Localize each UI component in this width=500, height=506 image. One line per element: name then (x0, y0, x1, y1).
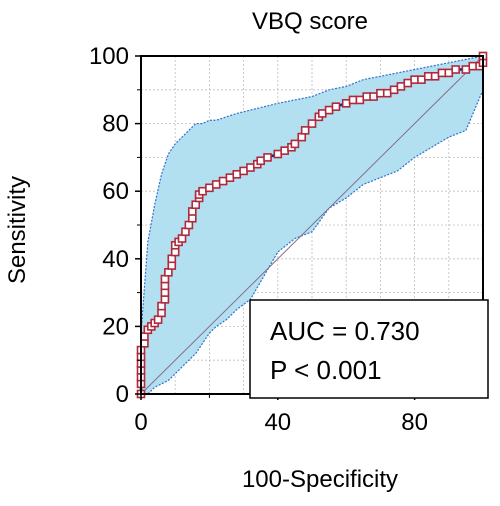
roc-point (164, 268, 173, 277)
roc-point (307, 119, 317, 128)
roc-point (191, 200, 201, 210)
roc-point (246, 163, 255, 172)
roc-markers (136, 51, 488, 399)
roc-point (167, 261, 177, 270)
roc-point (417, 75, 426, 84)
roc-point (369, 92, 378, 101)
roc-point (263, 153, 272, 162)
roc-point (181, 227, 190, 237)
roc-point (376, 88, 385, 98)
roc-point (273, 149, 283, 159)
p-value-text: P < 0.001 (270, 355, 382, 385)
roc-point (389, 85, 399, 95)
roc-point (160, 274, 170, 284)
x-tick-label: 0 (134, 409, 147, 436)
roc-point (188, 213, 197, 223)
roc-point (160, 281, 170, 291)
roc-point (341, 99, 351, 108)
roc-point (157, 308, 166, 318)
roc-point (355, 95, 365, 105)
roc-point (403, 78, 413, 88)
roc-point (232, 170, 242, 179)
roc-point (153, 315, 163, 324)
roc-point (331, 102, 341, 111)
y-tick-label: 0 (116, 381, 129, 408)
x-tick-label: 80 (401, 409, 428, 436)
roc-point (160, 288, 170, 297)
y-axis: 0 20 40 60 80 100 (89, 43, 141, 408)
roc-point (170, 247, 180, 257)
y-tick-label: 80 (102, 111, 129, 138)
reference-diagonal (140, 55, 484, 395)
roc-point (160, 295, 170, 304)
roc-point (317, 109, 327, 118)
roc-point (382, 88, 392, 98)
roc-point (444, 68, 454, 78)
confidence-upper-bound (140, 55, 484, 334)
roc-point (461, 65, 471, 74)
roc-point (430, 71, 440, 81)
roc-point (225, 173, 235, 182)
roc-point (177, 234, 187, 243)
roc-point (198, 186, 207, 196)
roc-point (205, 183, 214, 193)
y-axis-label: Sensitivity (4, 176, 31, 284)
y-tick-label: 60 (102, 178, 129, 205)
roc-point (300, 126, 310, 135)
roc-point (157, 301, 166, 311)
roc-point (218, 176, 228, 186)
y-tick-label: 20 (102, 313, 129, 340)
roc-point (324, 105, 334, 115)
roc-point (280, 146, 289, 155)
roc-point (211, 180, 221, 189)
x-axis-label: 100-Specificity (242, 466, 398, 493)
roc-point (184, 220, 194, 230)
roc-point (410, 75, 419, 84)
roc-point (396, 82, 406, 91)
roc-point (256, 156, 266, 166)
roc-point (297, 132, 307, 142)
roc-point (348, 95, 358, 105)
auc-text: AUC = 0.730 (270, 316, 420, 346)
y-tick-label: 40 (102, 246, 129, 273)
roc-point (188, 207, 197, 216)
chart-title: VBQ score (252, 8, 368, 35)
y-tick-label: 100 (89, 43, 129, 70)
x-tick-label: 40 (264, 409, 291, 436)
roc-point (167, 254, 177, 264)
roc-point (437, 68, 447, 78)
roc-point (362, 92, 372, 101)
roc-point (423, 71, 433, 81)
roc-point (290, 139, 300, 149)
roc-point (239, 166, 248, 176)
roc-point (468, 61, 478, 71)
stats-box (249, 299, 489, 399)
roc-point (451, 65, 460, 74)
x-axis: 0 40 80 (134, 394, 484, 436)
